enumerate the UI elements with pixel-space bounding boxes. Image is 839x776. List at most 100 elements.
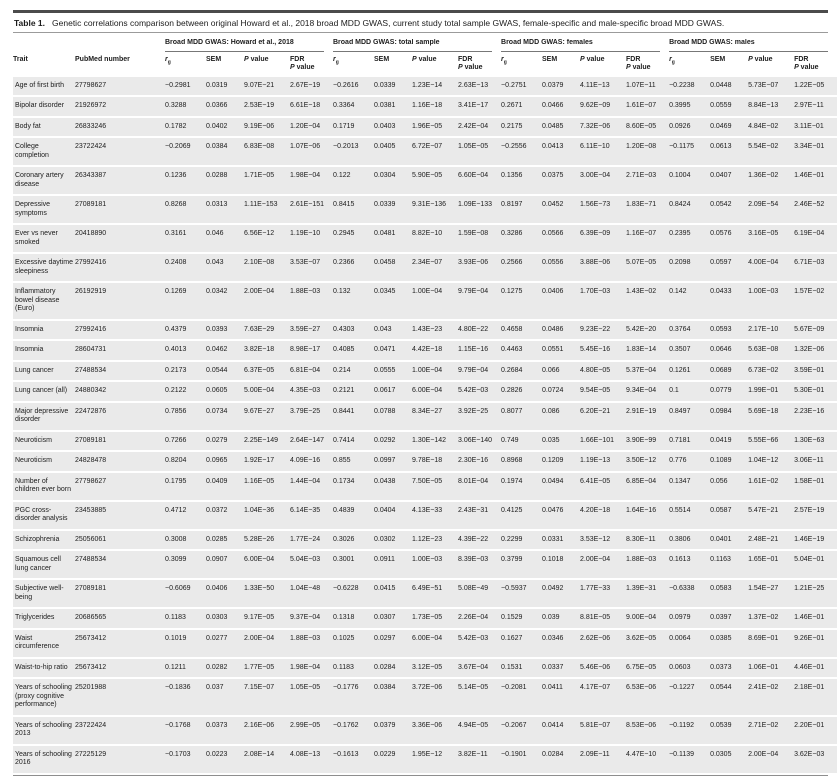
value-cell: 5.14E−05 (458, 678, 502, 717)
value-cell: 0.3286 (501, 224, 543, 254)
value-cell: 9.62E−09 (580, 96, 627, 118)
value-cell: 9.31E−136 (412, 195, 458, 225)
value-cell: 1.12E−23 (412, 529, 458, 551)
subcolumn-header: FDR P value (290, 55, 315, 72)
value-cell: 0.0279 (206, 430, 244, 452)
value-cell: 0.3799 (501, 550, 543, 580)
value-cell: 1.07E−11 (626, 76, 670, 97)
value-cell: 1.30E−142 (412, 430, 458, 452)
value-cell: 8.53E−06 (626, 715, 670, 746)
value-cell: 0.8077 (501, 401, 543, 432)
value-cell: 4.39E−22 (458, 529, 502, 551)
value-cell: 0.056 (710, 471, 749, 502)
value-cell: 7.32E−06 (580, 116, 627, 138)
value-cell: 3.82E−11 (458, 744, 502, 775)
table-row: Neuroticism 24828478 0.8204 0.0965 1.92E−17 4… (13, 451, 838, 473)
pubmed-cell: 27089181 (75, 195, 165, 225)
value-cell: 0.0471 (374, 340, 412, 362)
value-cell: 0.0734 (206, 401, 244, 432)
value-cell: 6.14E−35 (290, 500, 333, 531)
table-row: Insomnia 28604731 0.4013 0.0462 3.82E−18 8.98… (13, 340, 838, 362)
trait-cell: Waist circumference (13, 628, 75, 659)
value-cell: 5.69E−18 (748, 401, 795, 432)
table-row: Number of children ever born 27798627 0.17… (13, 471, 838, 502)
trait-cell: Ever vs never smoked (13, 224, 75, 254)
value-cell: 0.0229 (374, 744, 412, 775)
value-cell: 2.62E−06 (580, 628, 627, 659)
value-cell: 2.99E−05 (290, 715, 333, 746)
value-cell: 5.04E−01 (794, 550, 838, 580)
pubmed-cell: 21926972 (75, 96, 165, 118)
table-row: Years of schooling 2016 27225129 −0.1703 0.… (13, 744, 838, 775)
value-cell: 0.086 (542, 401, 581, 432)
pubmed-cell: 27992416 (75, 253, 165, 283)
pubmed-cell: 20686565 (75, 608, 165, 630)
value-cell: 0.0339 (374, 195, 412, 225)
value-cell: 0.0544 (206, 360, 244, 382)
value-cell: 5.08E−49 (458, 579, 502, 609)
value-cell: 0.3099 (165, 550, 206, 580)
value-cell: 0.0405 (374, 137, 412, 167)
value-cell: 0.066 (542, 360, 581, 382)
subcolumn-header: rg (669, 55, 675, 65)
table-title: Table 1. Genetic correlations comparison … (13, 13, 828, 32)
value-cell: 5.55E−66 (748, 430, 795, 452)
value-cell: 0.0494 (542, 471, 581, 502)
value-cell: 0.0492 (542, 579, 581, 609)
value-cell: 4.11E−13 (580, 76, 627, 97)
value-cell: 3.67E−04 (458, 657, 502, 679)
value-cell: 0.7181 (669, 430, 711, 452)
value-cell: 3.00E−04 (580, 166, 627, 196)
pubmed-cell: 25056061 (75, 529, 165, 551)
value-cell: 2.42E−04 (458, 116, 502, 138)
value-cell: 0.2122 (165, 381, 206, 403)
value-cell: 4.42E−18 (412, 340, 458, 362)
value-cell: 0.1974 (501, 471, 543, 502)
value-cell: 4.47E−10 (626, 744, 670, 775)
value-cell: 1.57E−02 (794, 282, 838, 321)
value-cell: 0.8424 (669, 195, 711, 225)
value-cell: 0.0319 (206, 76, 244, 97)
value-cell: 1.92E−17 (244, 451, 290, 473)
value-cell: 0.0305 (710, 744, 749, 775)
value-cell: −0.1175 (669, 137, 711, 167)
value-cell: 6.85E−04 (626, 471, 670, 502)
value-cell: 5.90E−05 (412, 166, 458, 196)
value-cell: 1.70E−03 (580, 282, 627, 321)
value-cell: 1.61E−02 (748, 471, 795, 502)
value-cell: 0.0285 (206, 529, 244, 551)
pubmed-cell: 27488534 (75, 550, 165, 580)
value-cell: 3.16E−05 (748, 224, 795, 254)
value-cell: 0.7414 (333, 430, 374, 452)
value-cell: 1.00E−03 (412, 550, 458, 580)
value-cell: 0.0307 (374, 608, 412, 630)
value-cell: 0.1719 (333, 116, 374, 138)
value-cell: 1.73E−05 (412, 608, 458, 630)
value-cell: 0.0544 (710, 678, 749, 717)
value-cell: 0.0379 (374, 715, 412, 746)
value-cell: 2.41E−02 (748, 678, 795, 717)
value-cell: 3.50E−12 (626, 451, 670, 473)
value-cell: 0.0406 (542, 282, 581, 321)
table-row: Waist-to-hip ratio 25673412 0.1211 0.0282 1.… (13, 657, 838, 679)
value-cell: 5.30E−01 (794, 381, 838, 403)
value-cell: 0.0384 (206, 137, 244, 167)
value-cell: 0.1025 (333, 628, 374, 659)
value-cell: 5.73E−07 (748, 76, 795, 97)
pubmed-cell: 23453885 (75, 500, 165, 531)
pubmed-cell: 27798627 (75, 471, 165, 502)
column-group-header-3: Broad MDD GWAS: males (669, 35, 837, 52)
column-group-label: Broad MDD GWAS: Howard et al., 2018 (165, 39, 324, 52)
value-cell: 2.48E−21 (748, 529, 795, 551)
subcolumn-header: FDR P value (794, 55, 819, 72)
value-cell: 1.04E−12 (748, 451, 795, 473)
value-cell: 1.65E−01 (748, 550, 795, 580)
trait-cell: Schizophrenia (13, 529, 75, 551)
table-row: Lung cancer 27488534 0.2173 0.0544 6.37E−05 6… (13, 360, 838, 382)
value-cell: 0.1356 (501, 166, 543, 196)
value-cell: 1.16E−18 (412, 96, 458, 118)
value-cell: 0.0984 (710, 401, 749, 432)
value-cell: 1.20E−08 (626, 137, 670, 167)
value-cell: 0.0342 (206, 282, 244, 321)
value-cell: 0.0297 (374, 628, 412, 659)
